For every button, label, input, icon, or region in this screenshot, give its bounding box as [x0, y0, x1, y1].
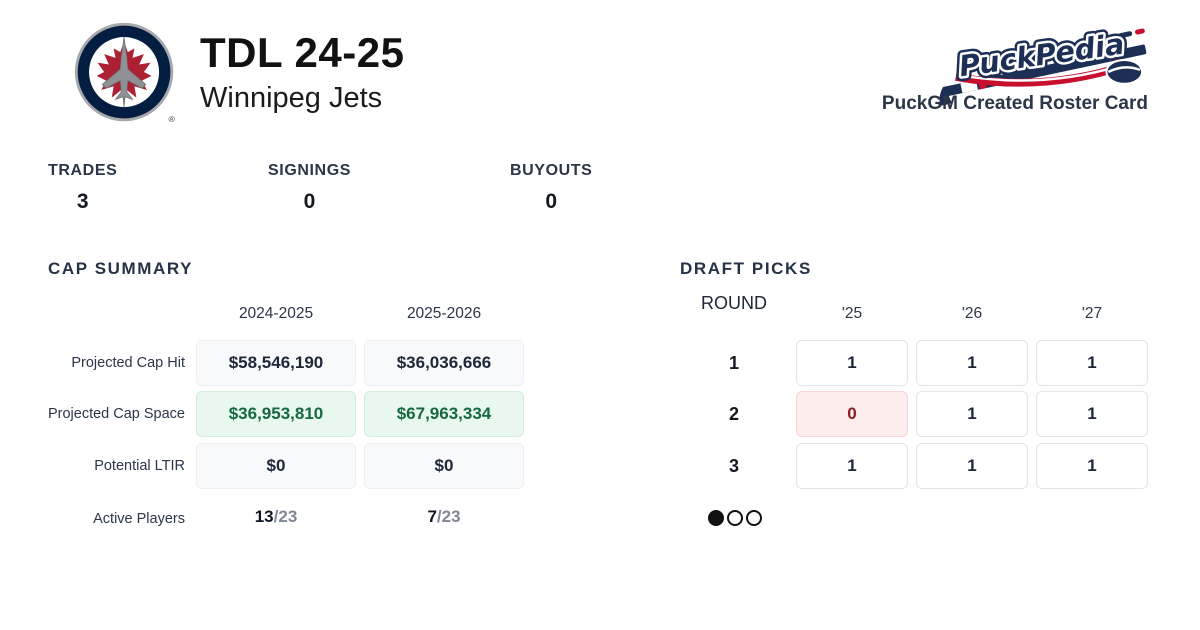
round-column-header: ROUND: [701, 293, 767, 313]
cap-row-label: Projected Cap Hit: [71, 355, 185, 371]
active-players-label: Active Players: [93, 511, 185, 527]
stat-label: TRADES: [48, 162, 118, 179]
brand-block: PuckPedia PuckPedia PuckPedia PuckGM Cre…: [882, 22, 1148, 115]
pick-cell: 1: [796, 340, 908, 386]
page-title: TDL 24-25: [200, 29, 405, 76]
brand-tagline: PuckGM Created Roster Card: [881, 93, 1148, 114]
stat-trades: TRADES 3: [48, 162, 117, 214]
active-players-total: /23: [436, 507, 461, 526]
cap-value-cell: $58,546,190: [196, 340, 356, 386]
pick-cell: 0: [796, 391, 908, 437]
cap-row-label: Potential LTIR: [94, 458, 185, 474]
year-column-header: '27: [1081, 305, 1103, 322]
puckpedia-logo: PuckPedia PuckPedia PuckPedia: [928, 22, 1156, 106]
stat-signings: SIGNINGS 0: [268, 162, 351, 214]
cap-value-cell: $0: [364, 443, 524, 489]
active-players-total: /23: [273, 507, 298, 526]
cap-value-cell: $0: [196, 443, 356, 489]
jets-logo-icon: ®: [74, 22, 176, 124]
active-players-current: 13: [254, 507, 274, 526]
stat-label: SIGNINGS: [268, 162, 352, 179]
active-players-current: 7: [427, 507, 437, 526]
pagination-dot-1[interactable]: [708, 510, 724, 526]
pick-cell: 1: [1036, 391, 1148, 437]
year-column-header: '25: [841, 305, 863, 322]
stat-value: 0: [545, 190, 558, 213]
svg-text:®: ®: [169, 114, 176, 124]
round-number: 1: [728, 353, 739, 373]
draft-picks-heading: DRAFT PICKS: [680, 259, 812, 278]
stat-value: 3: [76, 190, 89, 213]
pagination-dot-3[interactable]: [746, 510, 762, 526]
cap-value-cell: $36,036,666: [364, 340, 524, 386]
cap-value-cell: $67,963,334: [364, 391, 524, 437]
pick-cell: 1: [916, 443, 1028, 489]
stat-value: 0: [303, 190, 316, 213]
year-column-header: '26: [961, 305, 983, 322]
pick-cell: 1: [916, 391, 1028, 437]
team-name: Winnipeg Jets: [200, 82, 383, 115]
pagination-dot-2[interactable]: [727, 510, 743, 526]
active-players-value: 13/23: [196, 507, 356, 527]
winnipeg-jets-logo: ®: [72, 20, 178, 126]
round-number: 3: [728, 456, 739, 476]
pick-cell: 1: [916, 340, 1028, 386]
stat-label: BUYOUTS: [510, 162, 593, 179]
cap-row-label: Projected Cap Space: [47, 406, 185, 422]
active-players-value: 7/23: [364, 507, 524, 527]
stat-buyouts: BUYOUTS 0: [510, 162, 592, 214]
pick-cell: 1: [1036, 340, 1148, 386]
cap-summary-heading: CAP SUMMARY: [48, 259, 194, 278]
season-column-header: 2025-2026: [406, 305, 482, 322]
title-block: TDL 24-25 Winnipeg Jets: [200, 29, 405, 115]
pick-cell: 1: [796, 443, 908, 489]
round-number: 2: [728, 404, 739, 424]
pick-cell: 1: [1036, 443, 1148, 489]
cap-value-cell: $36,953,810: [196, 391, 356, 437]
season-column-header: 2024-2025: [238, 305, 314, 322]
puckpedia-logo-icon: PuckPedia PuckPedia PuckPedia: [939, 22, 1147, 106]
